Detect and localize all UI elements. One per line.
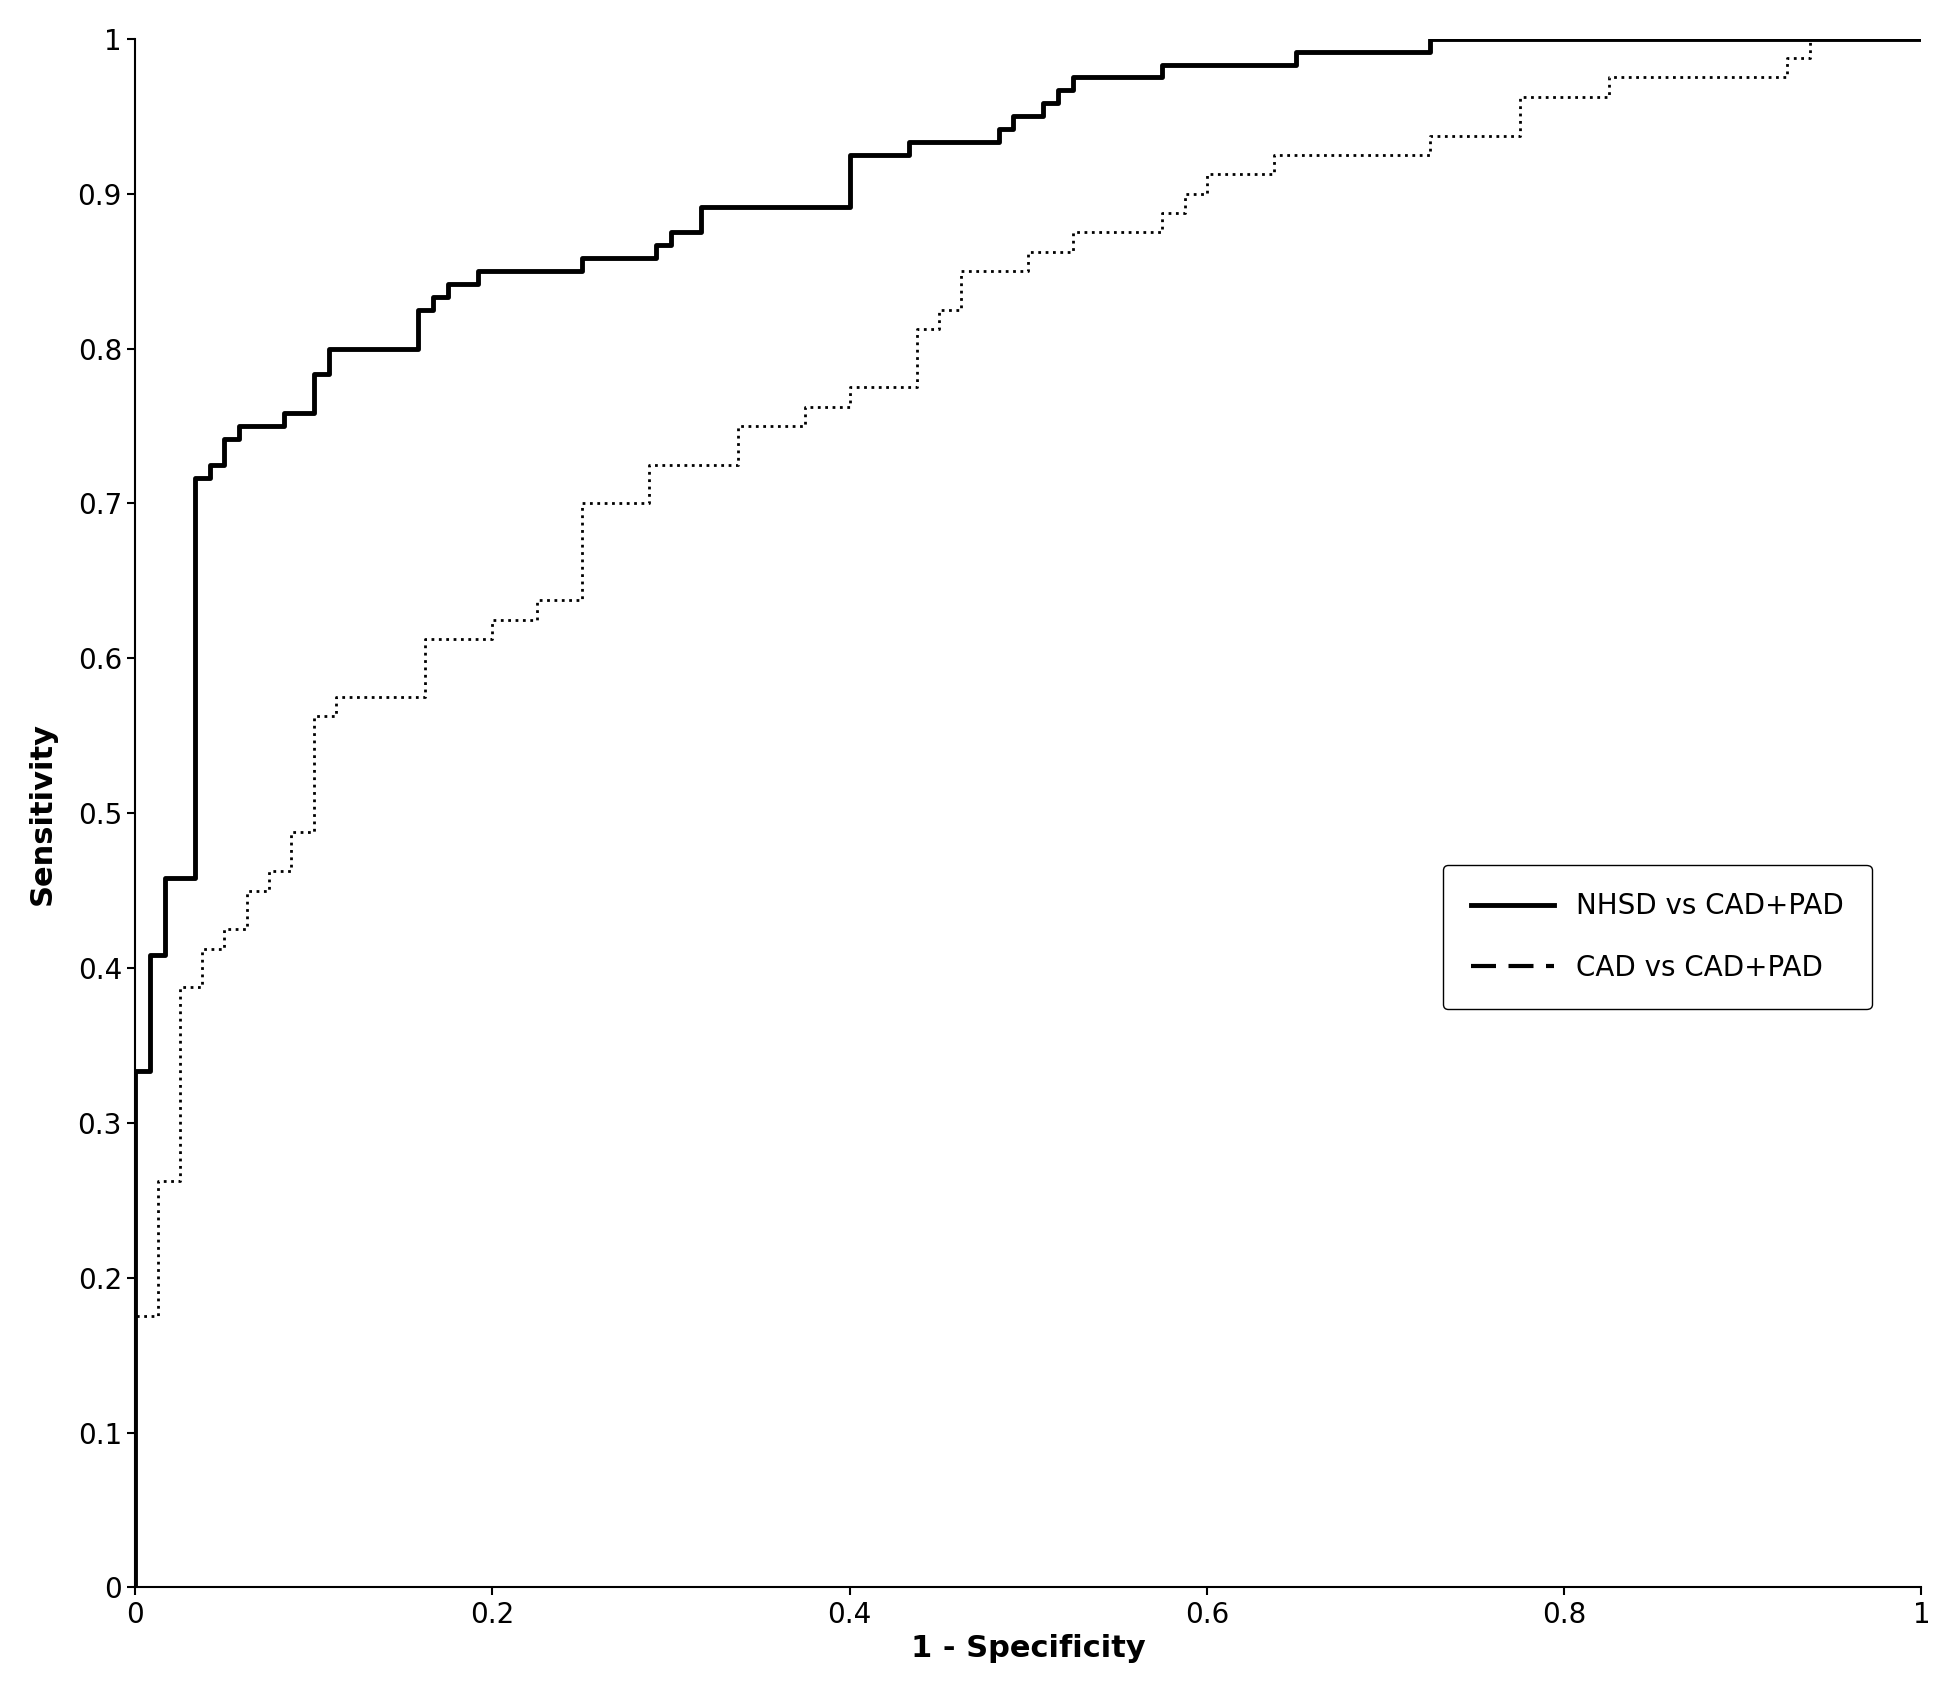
X-axis label: 1 - Specificity: 1 - Specificity — [910, 1634, 1145, 1664]
Y-axis label: Sensitivity: Sensitivity — [27, 722, 57, 905]
Legend: NHSD vs CAD+PAD, CAD vs CAD+PAD: NHSD vs CAD+PAD, CAD vs CAD+PAD — [1442, 864, 1871, 1010]
